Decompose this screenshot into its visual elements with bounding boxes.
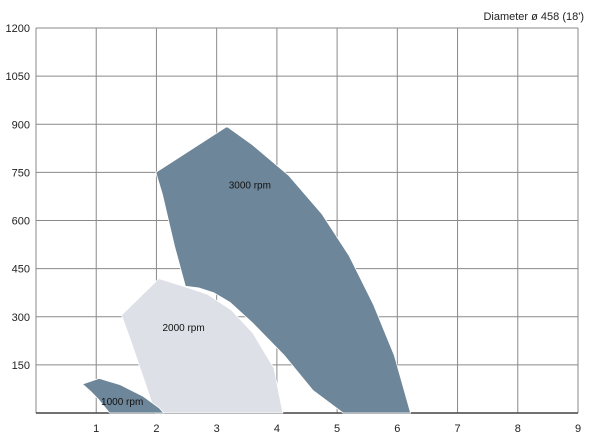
y-tick-450: 450 [12,264,30,276]
x-tick-4: 4 [274,423,280,435]
series-labels: 3000 rpm 2000 rpm 1000 rpm [101,180,271,408]
area-2000-rpm [121,278,284,414]
y-tick-1200: 1200 [6,23,30,35]
x-tick-5: 5 [334,423,340,435]
chart-title: Diameter ø 458 (18') [483,11,584,23]
y-tick-150: 150 [12,360,30,372]
x-tick-9: 9 [575,423,581,435]
label-2000-rpm: 2000 rpm [162,323,204,334]
areas [82,126,412,414]
area-3000-rpm [155,126,412,414]
label-1000-rpm: 1000 rpm [101,397,143,408]
x-tick-labels: 1 2 3 4 5 6 7 8 9 [93,423,581,435]
x-tick-6: 6 [394,423,400,435]
x-tick-7: 7 [454,423,460,435]
x-tick-3: 3 [214,423,220,435]
x-tick-2: 2 [153,423,159,435]
y-tick-1050: 1050 [6,71,30,83]
x-tick-8: 8 [515,423,521,435]
y-tick-600: 600 [12,216,30,228]
area-1000-rpm [82,377,165,414]
y-tick-900: 900 [12,119,30,131]
label-3000-rpm: 3000 rpm [229,180,271,191]
y-tick-300: 300 [12,312,30,324]
x-tick-1: 1 [93,423,99,435]
y-tick-labels: 150 300 450 600 750 900 1050 1200 [6,23,30,372]
y-tick-750: 750 [12,167,30,179]
